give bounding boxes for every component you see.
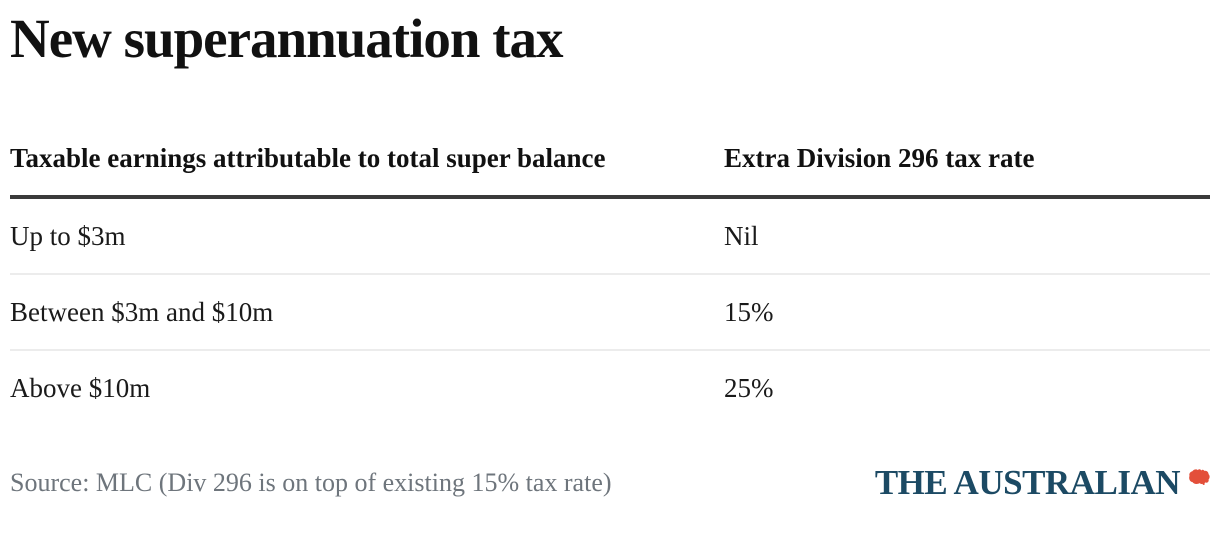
rate-cell: Nil — [724, 221, 759, 252]
rate-cell: 15% — [724, 297, 774, 328]
publisher-logo: THE AUSTRALIAN — [875, 465, 1210, 500]
rate-cell: 25% — [724, 373, 774, 404]
balance-cell: Above $10m — [10, 373, 151, 404]
page-title: New superannuation tax — [10, 8, 564, 69]
table-body: Up to $3m Nil Between $3m and $10m 15% A… — [10, 199, 1210, 425]
source-note: Source: MLC (Div 296 is on top of existi… — [10, 468, 612, 498]
brand-wordmark: THE AUSTRALIAN — [874, 463, 1181, 503]
balance-cell: Between $3m and $10m — [10, 297, 274, 328]
australia-map-icon — [1187, 468, 1210, 491]
table-row: Between $3m and $10m 15% — [10, 275, 1210, 352]
balance-cell: Up to $3m — [10, 221, 126, 252]
table-header-row: Taxable earnings attributable to total s… — [10, 140, 1210, 200]
footer: Source: MLC (Div 296 is on top of existi… — [10, 465, 1210, 500]
news-graphic: New superannuation tax Taxable earnings … — [0, 8, 1220, 500]
table-row: Up to $3m Nil — [10, 199, 1210, 276]
table-row: Above $10m 25% — [10, 351, 1210, 425]
column-header-balance: Taxable earnings attributable to total s… — [10, 143, 606, 174]
column-header-tax-rate: Extra Division 296 tax rate — [724, 143, 1035, 174]
